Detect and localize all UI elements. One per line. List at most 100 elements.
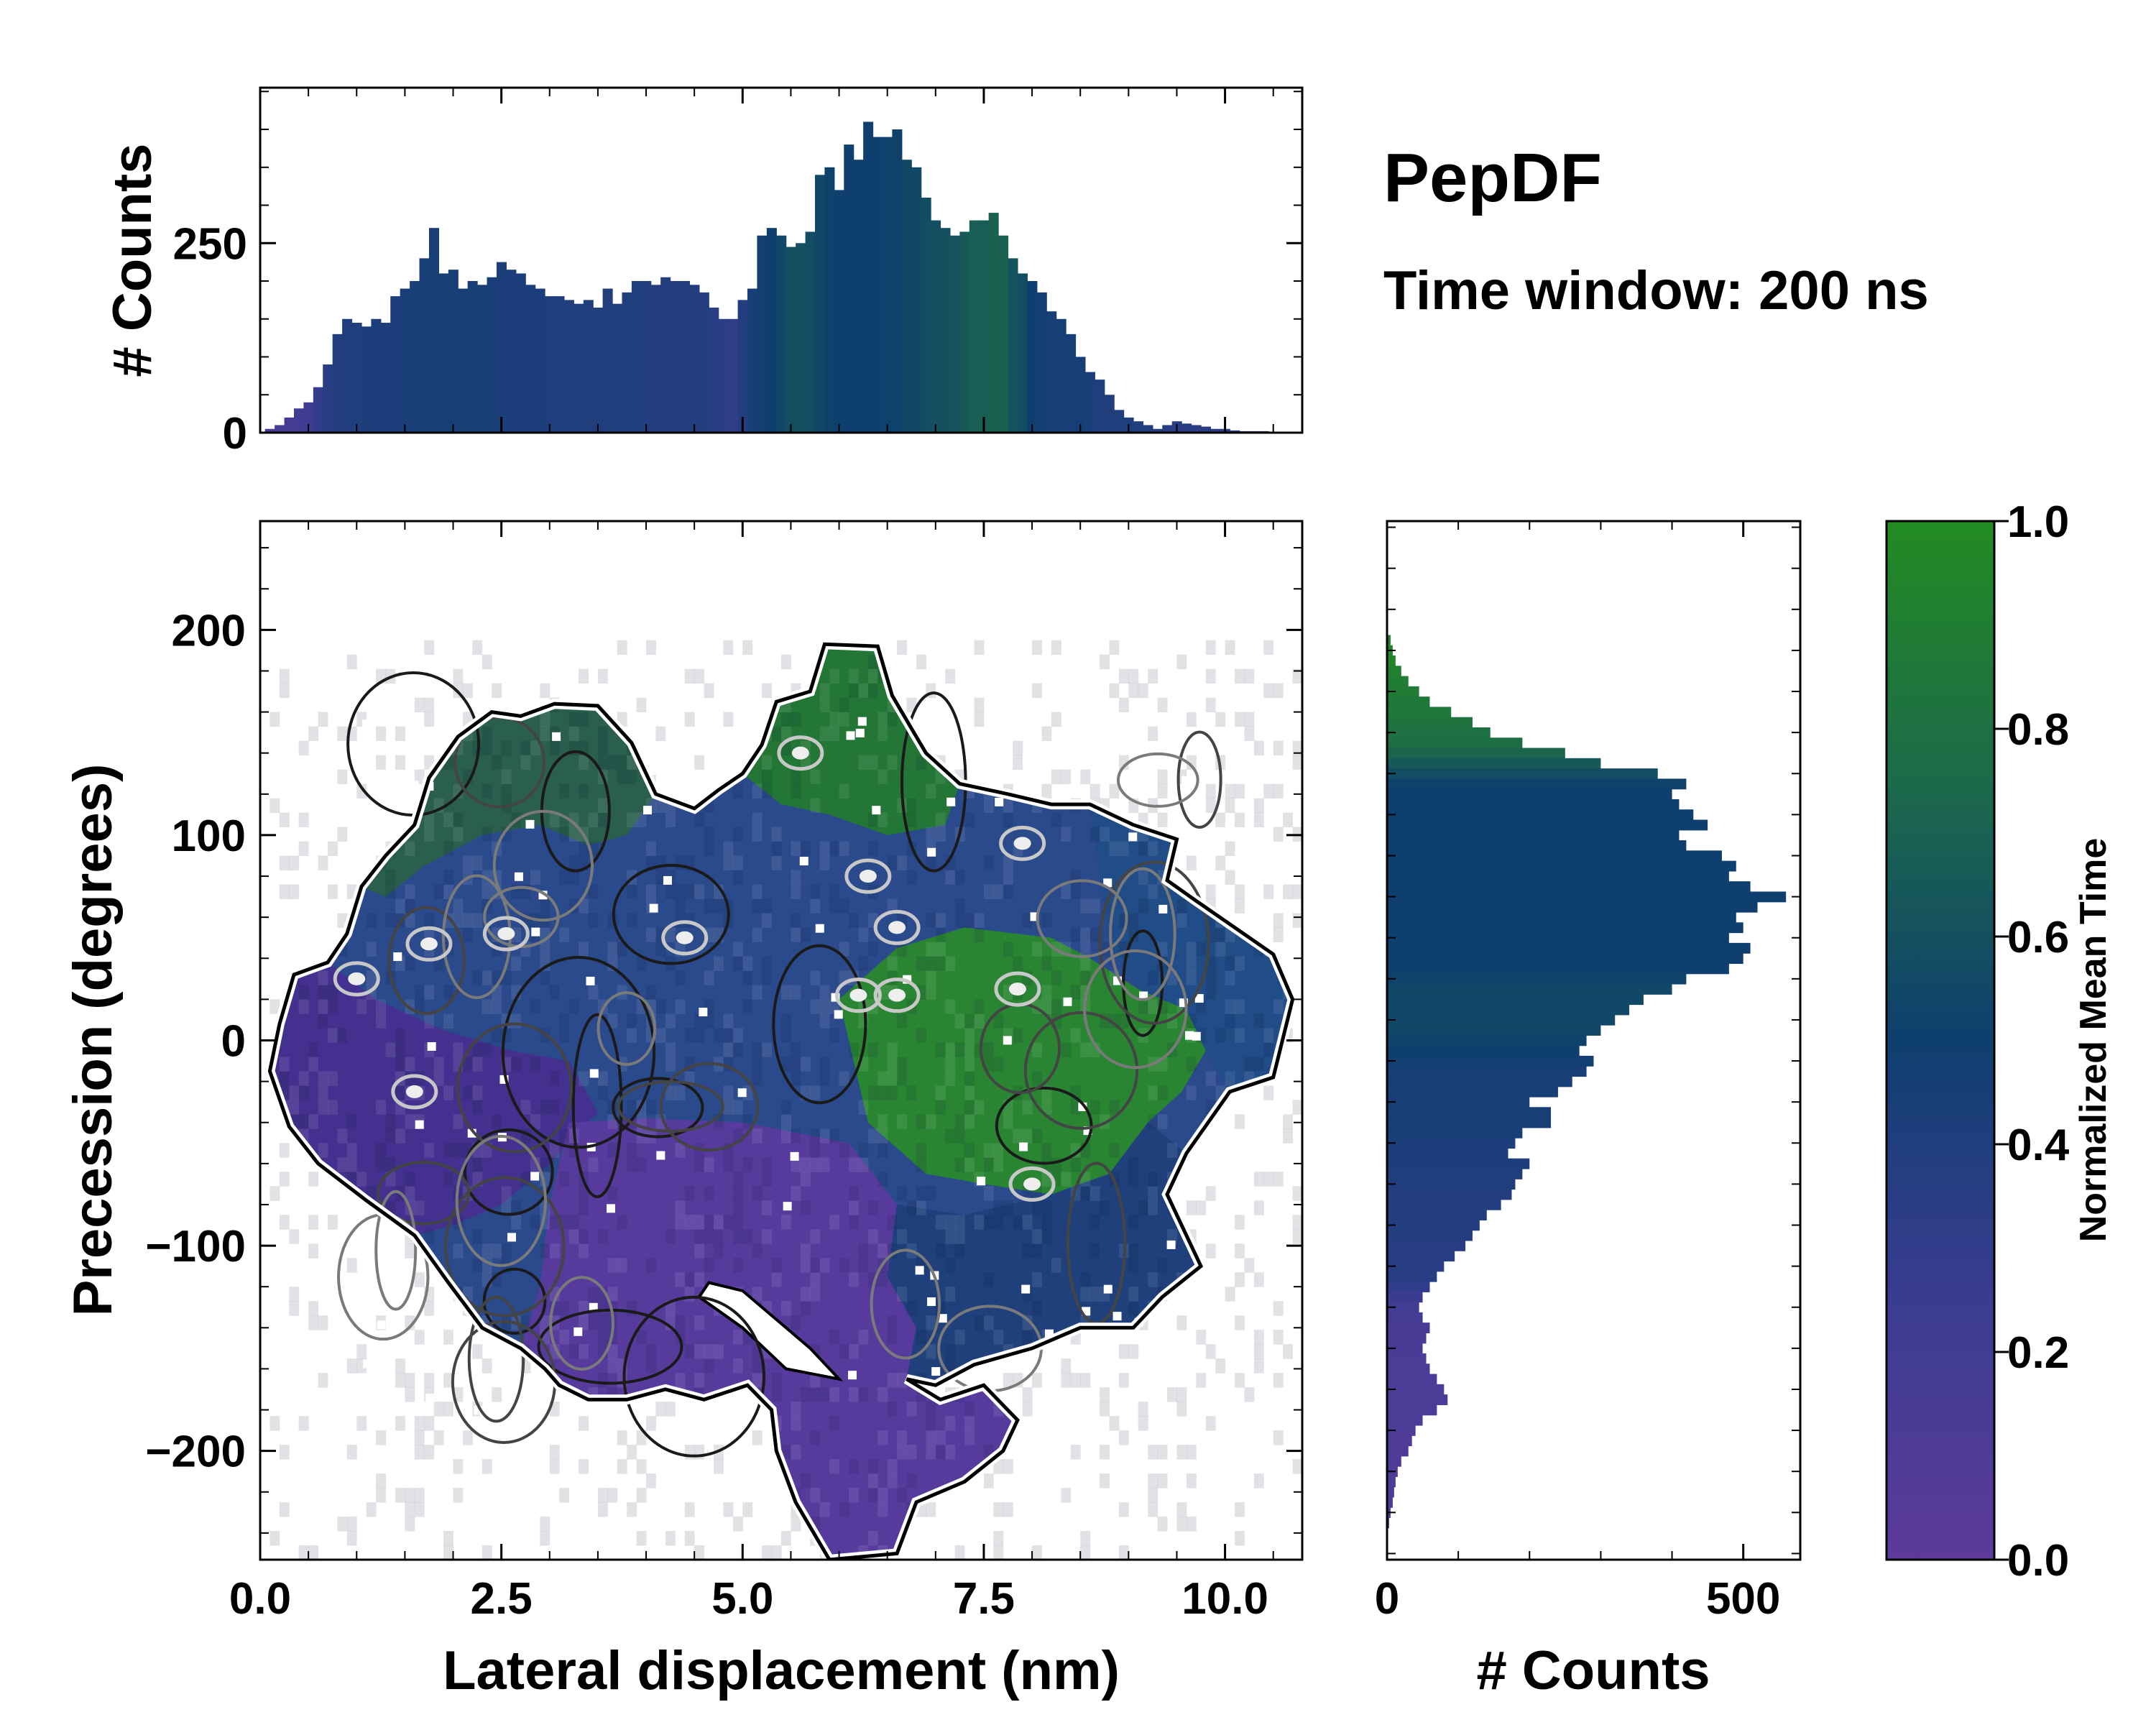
contour-line-low (612, 863, 730, 965)
heatmap-pixel (472, 1157, 483, 1172)
heatmap-pixel (366, 1430, 377, 1445)
heatmap-pixel (1003, 1502, 1013, 1517)
heatmap-pixel (279, 884, 290, 899)
top-histogram-bar (496, 262, 507, 433)
heatmap-pixel (742, 999, 753, 1014)
contour-hotspot-ring (405, 926, 453, 962)
heatmap-pixel (1041, 654, 1052, 670)
heatmap-pixel (1003, 812, 1013, 828)
heatmap-pixel (810, 1258, 821, 1273)
heatmap-pixel (762, 1172, 773, 1187)
heatmap-pixel (723, 1100, 734, 1115)
heatmap-pixel (520, 1100, 531, 1115)
heatmap-pixel (298, 1071, 309, 1086)
heatmap-pixel (954, 898, 965, 914)
top-histogram-bar (670, 281, 681, 433)
heatmap-pixel (318, 1315, 328, 1330)
top-histogram-bar (1143, 425, 1153, 433)
heatmap-empty-bin (507, 1233, 517, 1242)
top-histogram-bar (535, 288, 545, 433)
right-histogram-bar (1387, 635, 1391, 646)
contour-line-low (612, 1077, 704, 1138)
heatmap-pixel (433, 683, 444, 699)
heatmap-pixel (791, 1042, 801, 1057)
heatmap-pixel (1196, 1330, 1207, 1345)
right-histogram-bar (1387, 1394, 1448, 1405)
heatmap-pixel (520, 755, 531, 770)
top-histogram-bar (1027, 281, 1038, 433)
heatmap-pixel (424, 812, 435, 828)
heatmap-pixel (945, 1042, 956, 1057)
heatmap-pixel (1051, 1344, 1061, 1359)
heatmap-pixel (974, 712, 985, 727)
heatmap-pixel (935, 913, 946, 928)
heatmap-pixel (453, 898, 464, 914)
heatmap-pixel (1263, 1172, 1274, 1187)
heatmap-pixel (1032, 1243, 1042, 1259)
heatmap-pixel (327, 927, 338, 942)
heatmap-pixel (1225, 812, 1235, 828)
heatmap-pixel (414, 1502, 425, 1517)
heatmap-pixel (366, 1229, 377, 1244)
heatmap-pixel (1080, 1416, 1091, 1431)
heatmap-pixel (1022, 697, 1033, 713)
heatmap-pixel (1196, 1445, 1207, 1460)
heatmap-pixel (597, 668, 608, 684)
heatmap-pixel (993, 1473, 1004, 1489)
heatmap-pixel (897, 640, 908, 656)
heatmap-pixel (1041, 1200, 1052, 1215)
top-histogram-bar (940, 228, 951, 433)
heatmap-pixel (655, 855, 666, 870)
right-histogram-bar (1387, 1045, 1580, 1057)
heatmap-pixel (1032, 697, 1042, 713)
heatmap-pixel (964, 1157, 975, 1172)
heatmap-pixel (665, 1531, 676, 1546)
heatmap-pixel (684, 1416, 695, 1431)
heatmap-pixel (1148, 1473, 1158, 1489)
heatmap-pixel (568, 1517, 579, 1532)
top-histogram-bar (554, 296, 565, 433)
heatmap-pixel (858, 755, 869, 770)
heatmap-pixel (1128, 1287, 1139, 1302)
contour-hotspot-peak (1023, 1177, 1041, 1191)
heatmap-pixel (327, 726, 338, 742)
heatmap-pixel (356, 1416, 367, 1431)
heatmap-empty-bin (846, 731, 855, 740)
heatmap-pixel (1061, 1488, 1072, 1503)
heatmap-pixel (1100, 1402, 1110, 1417)
heatmap-pixel (617, 1459, 627, 1474)
heatmap-pixel (607, 1358, 618, 1374)
heatmap-pixel (627, 654, 637, 670)
heatmap-pixel (376, 999, 387, 1014)
heatmap-pixel (424, 712, 435, 727)
heatmap-pixel (308, 1186, 319, 1201)
heatmap-pixel (346, 1157, 357, 1172)
heatmap-pixel (714, 956, 724, 971)
heatmap-pixel (983, 1186, 994, 1201)
heatmap-pixel (665, 1057, 676, 1072)
heatmap-pixel (1032, 1373, 1042, 1388)
heatmap-pixel (492, 1243, 502, 1259)
heatmap-pixel (916, 1200, 926, 1215)
contour-hotspot-peak (497, 927, 515, 941)
right-histogram-bar (1387, 707, 1452, 718)
heatmap-empty-bin (1166, 1240, 1176, 1249)
right-histogram-bar (1387, 758, 1601, 769)
heatmap-pixel (704, 1258, 714, 1273)
heatmap-hole (697, 1281, 844, 1381)
heatmap-pixel (289, 798, 300, 814)
heatmap-pixel (694, 1215, 705, 1230)
heatmap-pixel (308, 1258, 319, 1273)
heatmap-pixel (482, 970, 492, 985)
heatmap-pixel (443, 841, 454, 856)
heatmap-pixel (1118, 841, 1129, 856)
heatmap-pixel (1109, 783, 1120, 799)
heatmap-pixel (607, 755, 618, 770)
heatmap-pixel (791, 1402, 801, 1417)
heatmap-pixel (752, 884, 763, 899)
top-histogram-bar (1210, 428, 1221, 433)
heatmap-pixel (1196, 683, 1207, 699)
heatmap-pixel (472, 855, 483, 870)
heatmap-pixel (781, 654, 791, 670)
heatmap-pixel (549, 812, 560, 828)
